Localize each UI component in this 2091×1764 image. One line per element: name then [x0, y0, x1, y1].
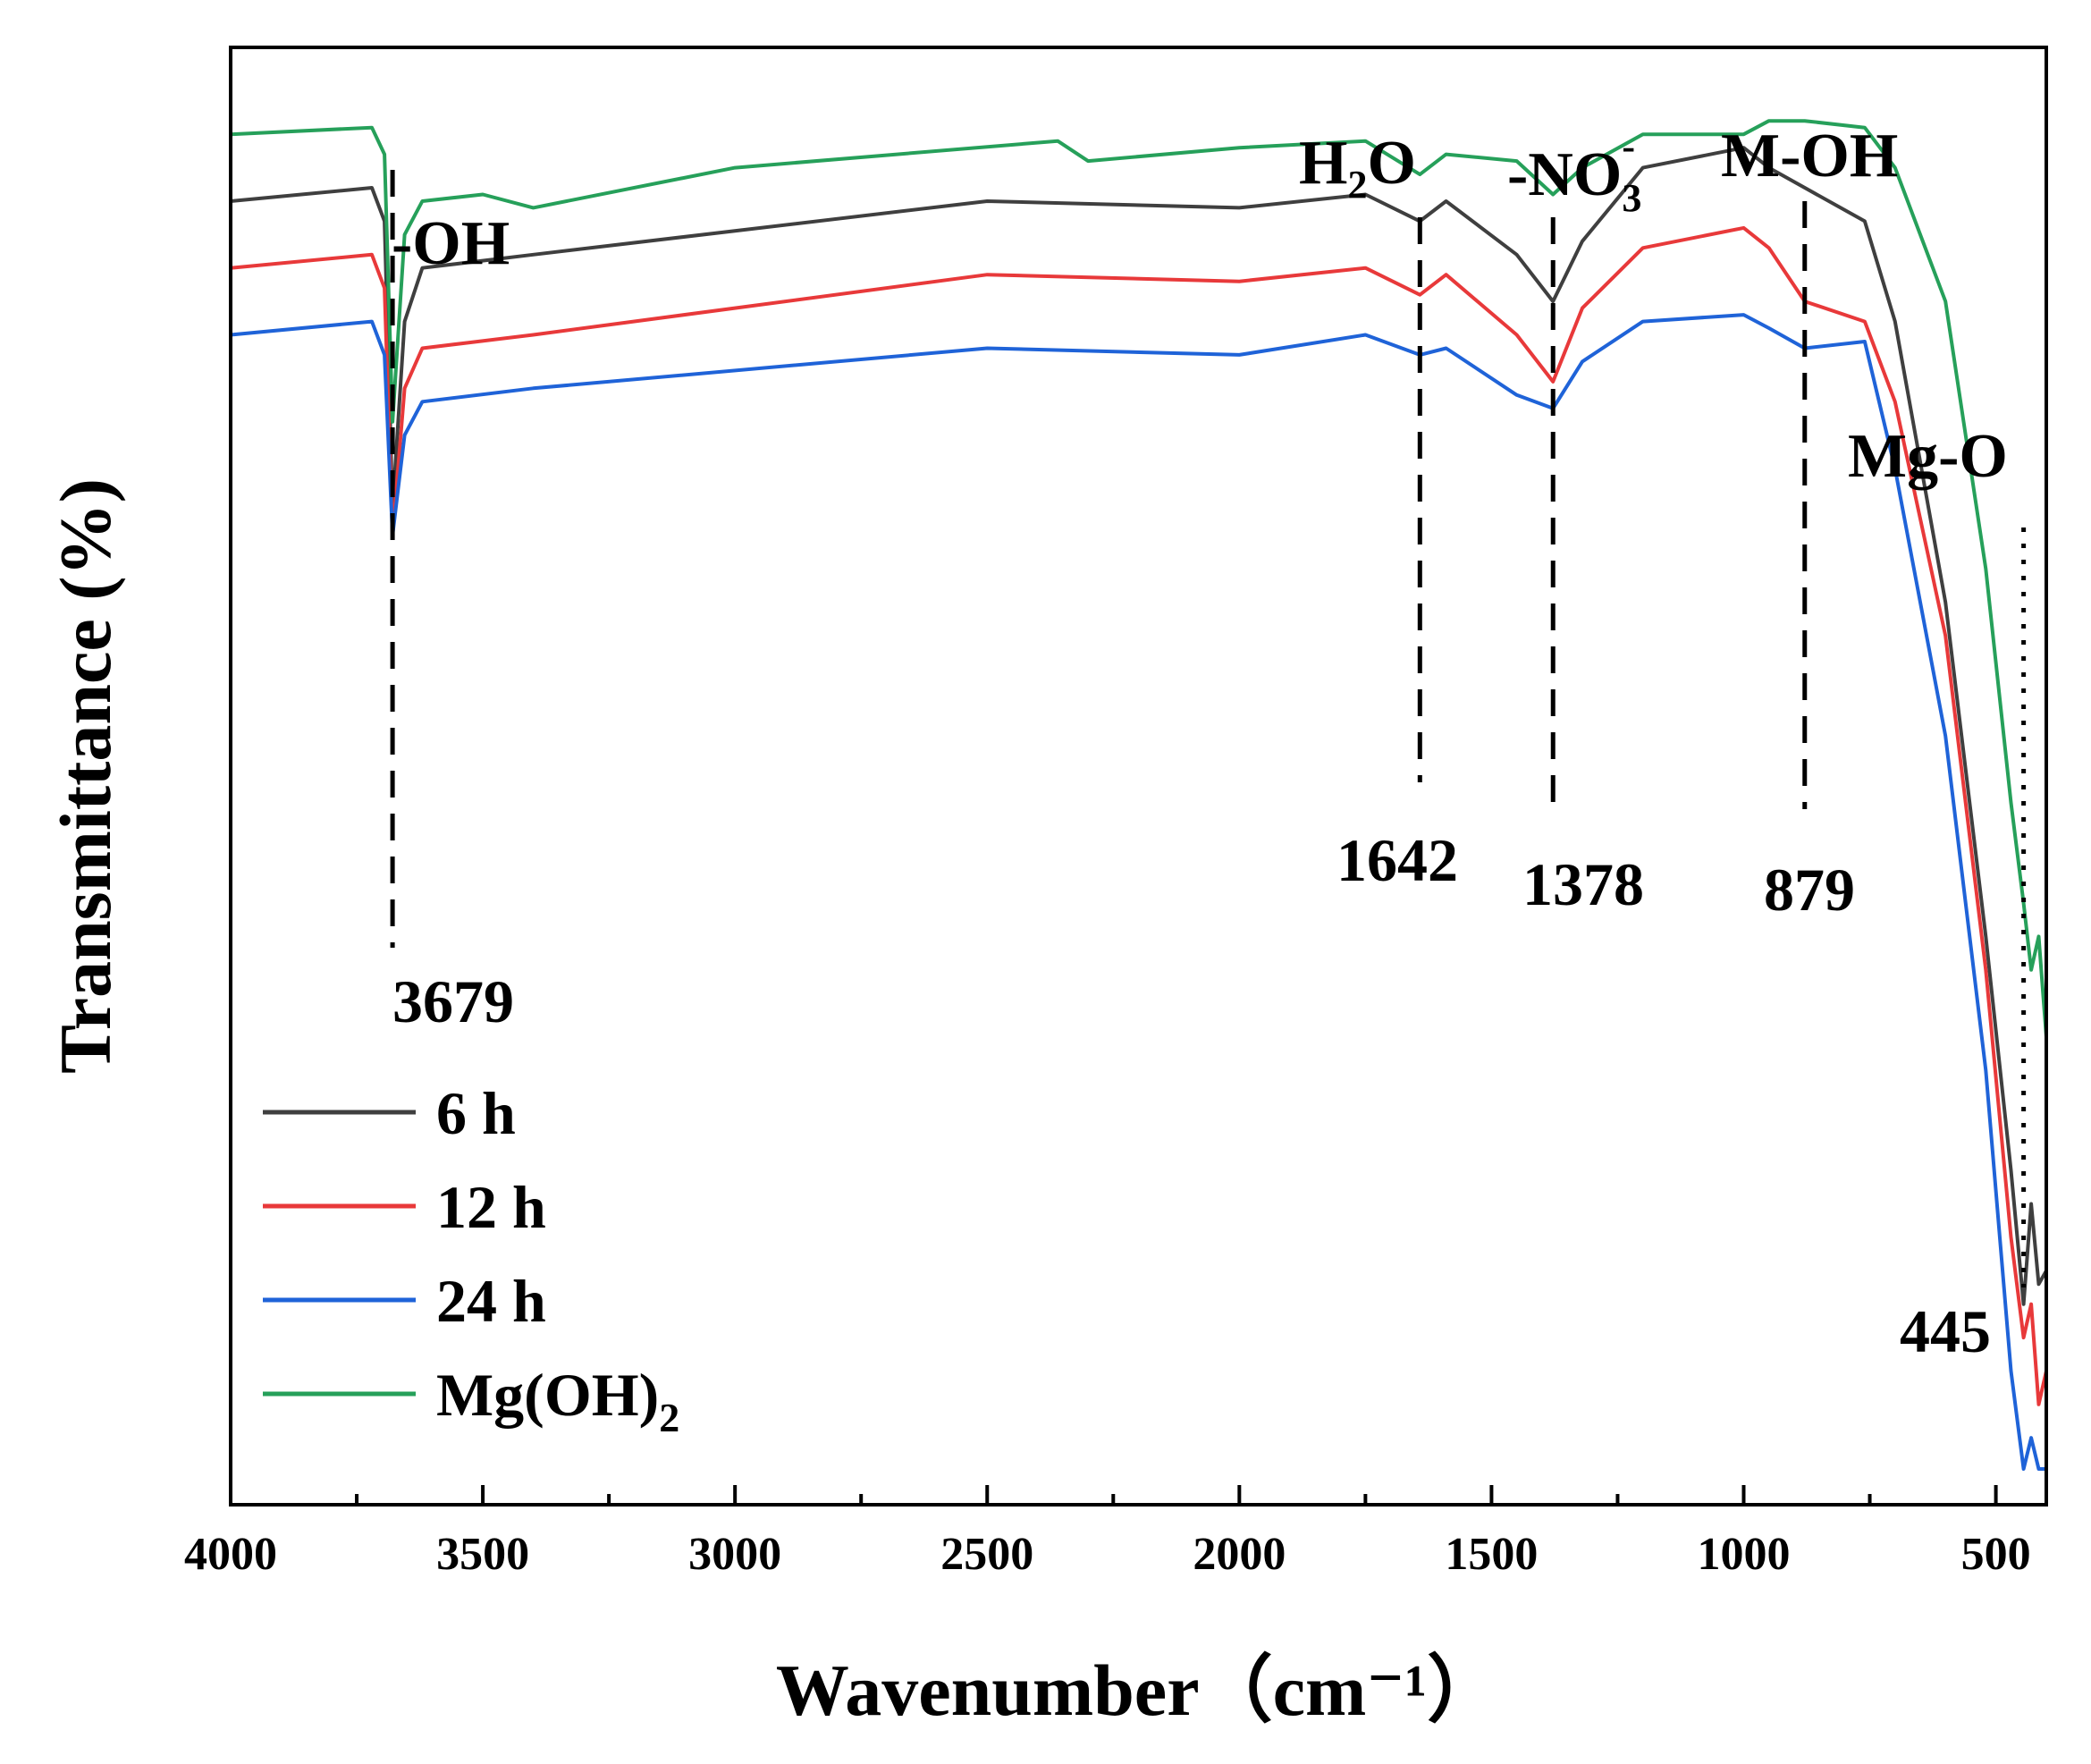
legend-label-mgoh2: Mg(OH)2	[436, 1361, 679, 1440]
legend-label-12h: 12 h	[436, 1173, 546, 1241]
peak-label-1642: 1642	[1336, 826, 1458, 894]
peak-label-3679: 3679	[392, 967, 514, 1035]
x-tick-label-1000: 1000	[1698, 1529, 1791, 1580]
group-label-no3: -NO3-	[1507, 124, 1641, 220]
legend-label-6h: 6 h	[436, 1079, 516, 1147]
x-tick-label-3500: 3500	[436, 1529, 529, 1580]
peak-label-1378: 1378	[1522, 850, 1644, 918]
group-label-mgo: Mg-O	[1848, 422, 2008, 491]
x-tick-label-3000: 3000	[688, 1529, 781, 1580]
peak-marker-layer	[390, 170, 2027, 1287]
group-label-oh: -OH	[392, 209, 510, 278]
series-line-0	[230, 146, 2048, 1306]
series-line-3	[230, 119, 2048, 1037]
peak-label-879: 879	[1764, 856, 1855, 924]
x-tick-label-2000: 2000	[1193, 1529, 1286, 1580]
peak-label-445: 445	[1900, 1297, 1991, 1365]
x-tick-label-1500: 1500	[1445, 1529, 1538, 1580]
series-line-1	[230, 225, 2048, 1406]
x-tick-label-4000: 4000	[184, 1529, 277, 1580]
y-axis-title: Transmittance (%)	[45, 478, 126, 1074]
legend: 6 h 12 h 24 h Mg(OH)2	[263, 1079, 679, 1440]
x-tick-layer: 4000 3500 3000 2500 2000 1500 1000 500	[184, 1485, 2031, 1580]
group-label-moh: M-OH	[1721, 122, 1898, 190]
x-axis-title: Wavenumber（cm⁻¹）	[776, 1650, 1500, 1731]
legend-label-24h: 24 h	[436, 1267, 546, 1335]
x-tick-label-2500: 2500	[940, 1529, 1033, 1580]
x-tick-label-500: 500	[1961, 1529, 2031, 1580]
series-layer	[230, 119, 2048, 1471]
series-line-2	[230, 313, 2046, 1471]
group-label-h2o: H2O	[1299, 129, 1416, 207]
plot-frame	[229, 46, 2048, 1507]
